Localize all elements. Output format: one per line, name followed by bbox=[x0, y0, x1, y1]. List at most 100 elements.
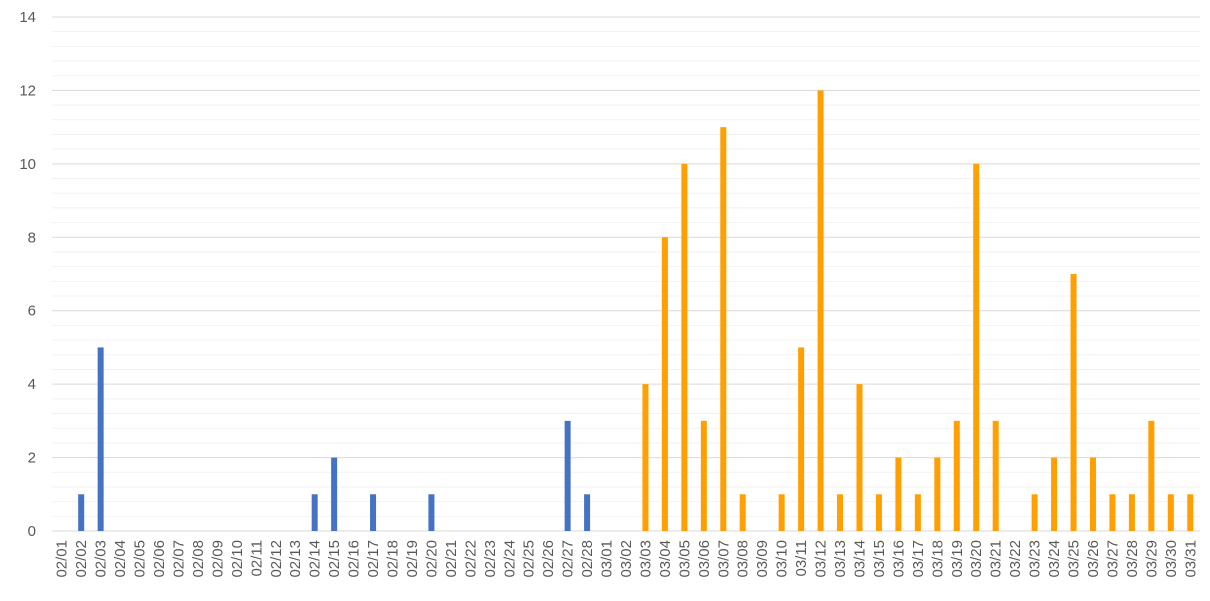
bar bbox=[837, 494, 844, 531]
x-tick-label: 03/16 bbox=[890, 540, 907, 578]
bar bbox=[1089, 457, 1096, 531]
bar bbox=[856, 384, 863, 531]
bar bbox=[584, 494, 591, 531]
x-tick-label: 03/06 bbox=[696, 540, 713, 578]
x-tick-label: 02/11 bbox=[248, 540, 265, 576]
x-tick-label: 03/13 bbox=[832, 540, 849, 578]
x-tick-label: 02/06 bbox=[151, 540, 168, 578]
x-tick-label: 03/29 bbox=[1143, 540, 1160, 578]
bar bbox=[681, 163, 688, 531]
x-tick-label: 03/04 bbox=[657, 540, 674, 578]
bar bbox=[97, 347, 104, 531]
x-tick-label: 02/05 bbox=[132, 540, 149, 578]
x-tick-label: 03/07 bbox=[715, 540, 732, 578]
bar bbox=[934, 457, 941, 531]
bar bbox=[1070, 274, 1077, 531]
bar bbox=[817, 90, 824, 531]
x-tick-label: 02/08 bbox=[190, 540, 207, 578]
x-tick-label: 02/04 bbox=[112, 540, 129, 578]
y-tick-label: 8 bbox=[28, 229, 36, 246]
x-tick-label: 02/25 bbox=[521, 540, 538, 578]
x-tick-label: 03/08 bbox=[735, 540, 752, 578]
bar bbox=[1031, 494, 1038, 531]
x-tick-label: 03/22 bbox=[1007, 540, 1024, 578]
bar bbox=[798, 347, 805, 531]
x-tick-label: 03/05 bbox=[676, 540, 693, 578]
bar bbox=[642, 384, 649, 531]
x-tick-label: 03/19 bbox=[949, 540, 966, 578]
bar bbox=[973, 163, 980, 531]
x-tick-label: 03/01 bbox=[599, 540, 616, 578]
x-tick-label: 02/24 bbox=[501, 540, 518, 578]
bar bbox=[370, 494, 377, 531]
y-tick-label: 4 bbox=[28, 376, 36, 393]
x-tick-label: 02/28 bbox=[579, 540, 596, 578]
x-tick-label: 02/14 bbox=[307, 540, 324, 578]
y-tick-label: 14 bbox=[19, 9, 36, 26]
x-tick-label: 03/18 bbox=[929, 540, 946, 578]
bar bbox=[1051, 457, 1058, 531]
x-tick-label: 02/22 bbox=[462, 540, 479, 578]
x-tick-label: 03/21 bbox=[988, 540, 1005, 578]
x-tick-label: 03/12 bbox=[813, 540, 830, 578]
x-tick-label: 03/28 bbox=[1124, 540, 1141, 578]
x-tick-label: 03/15 bbox=[871, 540, 888, 578]
x-tick-label: 03/14 bbox=[851, 540, 868, 578]
x-tick-label: 03/03 bbox=[637, 540, 654, 578]
x-tick-label: 03/25 bbox=[1066, 540, 1083, 578]
bar bbox=[700, 420, 707, 531]
x-tick-label: 02/19 bbox=[404, 540, 421, 578]
bar bbox=[331, 457, 338, 531]
x-tick-label: 03/02 bbox=[618, 540, 635, 578]
bar bbox=[1148, 420, 1155, 531]
x-tick-label: 03/26 bbox=[1085, 540, 1102, 578]
y-tick-label: 12 bbox=[19, 82, 36, 99]
y-tick-label: 0 bbox=[28, 523, 36, 540]
x-tick-label: 02/03 bbox=[93, 540, 110, 578]
y-tick-label: 2 bbox=[28, 450, 36, 467]
bar bbox=[564, 420, 571, 531]
x-tick-label: 02/18 bbox=[385, 540, 402, 578]
bar bbox=[78, 494, 85, 531]
x-tick-label: 02/16 bbox=[346, 540, 363, 578]
x-tick-label: 02/23 bbox=[482, 540, 499, 578]
x-tick-label: 02/02 bbox=[73, 540, 90, 578]
bar bbox=[428, 494, 435, 531]
bar bbox=[992, 420, 999, 531]
x-tick-label: 03/09 bbox=[754, 540, 771, 578]
x-tick-label: 03/10 bbox=[774, 540, 791, 578]
x-tick-label: 02/09 bbox=[209, 540, 226, 578]
x-tick-label: 02/01 bbox=[54, 540, 71, 578]
x-tick-label: 02/27 bbox=[560, 540, 577, 578]
bar bbox=[661, 237, 668, 532]
bar bbox=[739, 494, 746, 531]
bar bbox=[875, 494, 882, 531]
bar bbox=[1109, 494, 1116, 531]
x-tick-label: 03/23 bbox=[1027, 540, 1044, 578]
x-tick-label: 02/26 bbox=[540, 540, 557, 578]
x-tick-label: 03/17 bbox=[910, 540, 927, 578]
x-tick-label: 03/27 bbox=[1104, 540, 1121, 578]
bar bbox=[311, 494, 318, 531]
bar bbox=[1128, 494, 1135, 531]
x-tick-label: 02/13 bbox=[287, 540, 304, 578]
x-tick-label: 03/11 bbox=[793, 540, 810, 576]
x-tick-label: 02/20 bbox=[423, 540, 440, 578]
x-tick-label: 02/21 bbox=[443, 540, 460, 578]
bar bbox=[720, 127, 727, 532]
x-tick-label: 03/24 bbox=[1046, 540, 1063, 578]
x-tick-label: 02/07 bbox=[170, 540, 187, 578]
x-tick-label: 02/10 bbox=[229, 540, 246, 578]
x-tick-label: 02/15 bbox=[326, 540, 343, 578]
bar bbox=[1187, 494, 1194, 531]
bar bbox=[778, 494, 785, 531]
x-tick-label: 02/17 bbox=[365, 540, 382, 578]
bar bbox=[914, 494, 921, 531]
y-tick-label: 10 bbox=[19, 156, 36, 173]
bar bbox=[1167, 494, 1174, 531]
bar bbox=[953, 420, 960, 531]
x-tick-label: 03/30 bbox=[1163, 540, 1180, 578]
x-tick-label: 03/31 bbox=[1182, 540, 1199, 578]
y-tick-label: 6 bbox=[28, 303, 36, 320]
